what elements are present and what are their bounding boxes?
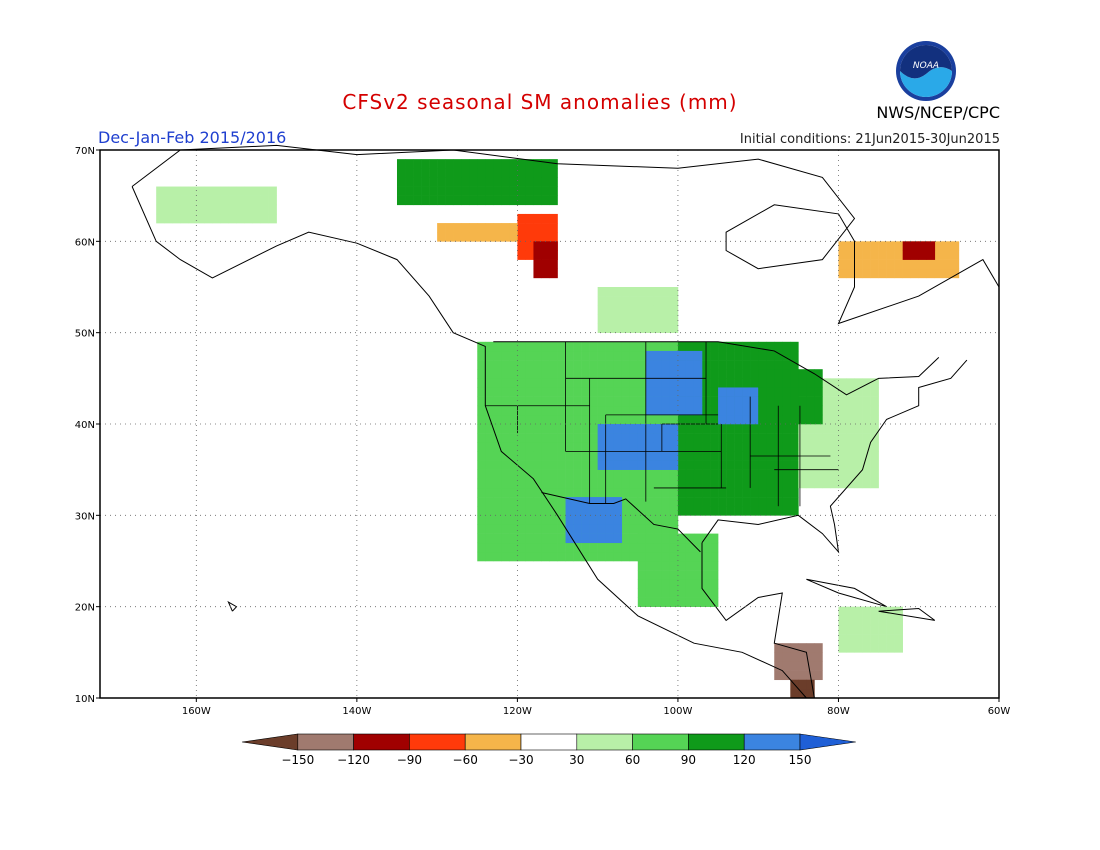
lat-tick-label: 60N xyxy=(75,237,95,248)
lon-tick-label: 100W xyxy=(663,706,692,717)
lat-tick-label: 40N xyxy=(75,420,95,431)
map-tick-labels: 160W 140W 120W 100W 80W 60W 10N 20N 30N 40N 50N 60N… xyxy=(75,146,1011,717)
lat-tick-label: 20N xyxy=(75,603,95,614)
season-label: Dec-Jan-Feb 2015/2016 xyxy=(98,128,287,147)
lat-tick-label: 10N xyxy=(75,694,95,705)
lon-tick-label: 60W xyxy=(988,706,1011,717)
lon-tick-label: 80W xyxy=(827,706,850,717)
lat-tick-label: 50N xyxy=(75,329,95,340)
map-title: CFSv2 seasonal SM anomalies (mm) xyxy=(342,90,738,114)
lon-tick-label: 120W xyxy=(503,706,532,717)
svg-text:NOAA: NOAA xyxy=(913,61,939,71)
lon-tick-label: 140W xyxy=(342,706,371,717)
lat-tick-label: 30N xyxy=(75,511,95,522)
lat-tick-label: 70N xyxy=(75,146,95,157)
map-coastlines xyxy=(131,144,1000,699)
agency-label: NWS/NCEP/CPC xyxy=(876,103,1000,122)
lon-tick-label: 160W xyxy=(182,706,211,717)
noaa-logo: NOAA xyxy=(896,41,956,101)
initial-conditions-label: Initial conditions: 21Jun2015-30Jun2015 xyxy=(739,132,1000,147)
